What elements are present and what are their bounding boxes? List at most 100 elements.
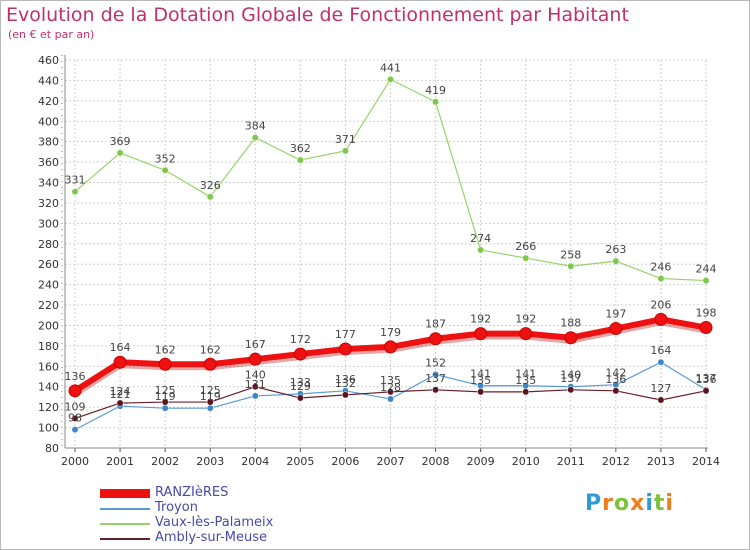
y-tick-label: 440: [38, 74, 59, 87]
data-point: [432, 371, 440, 378]
y-tick-label: 320: [38, 197, 59, 210]
x-tick-label: 2002: [151, 455, 179, 468]
data-point: [432, 386, 440, 394]
data-label: 109: [65, 400, 86, 413]
x-tick-label: 2008: [422, 455, 450, 468]
data-point: [338, 342, 352, 356]
data-label: 172: [290, 333, 311, 346]
data-point: [251, 134, 259, 142]
data-label: 125: [155, 384, 176, 397]
x-tick-label: 2000: [61, 455, 89, 468]
data-label: 132: [335, 377, 356, 390]
y-tick-label: 180: [38, 340, 59, 353]
data-label: 127: [650, 382, 671, 395]
y-tick-label: 300: [38, 217, 59, 230]
y-tick-label: 460: [38, 54, 59, 67]
data-point: [341, 147, 349, 155]
data-point: [116, 399, 124, 407]
y-tick-label: 140: [38, 381, 59, 394]
data-point: [387, 395, 394, 403]
data-label: 131: [245, 378, 266, 391]
logo-letter: r: [602, 491, 614, 516]
y-tick-label: 120: [38, 401, 59, 414]
data-point: [654, 312, 668, 326]
data-label: 419: [425, 84, 446, 97]
x-tick-label: 2004: [241, 455, 269, 468]
data-label: 135: [380, 374, 401, 387]
data-point: [699, 321, 713, 335]
y-tick-label: 80: [45, 442, 59, 455]
data-label: 179: [380, 326, 401, 339]
y-tick-label: 360: [38, 156, 59, 169]
data-label: 135: [515, 374, 536, 387]
data-point: [429, 332, 443, 346]
x-tick-label: 2003: [196, 455, 224, 468]
data-point: [702, 387, 710, 395]
data-label: 263: [605, 243, 626, 256]
data-label: 162: [155, 343, 176, 356]
y-tick-label: 280: [38, 238, 59, 251]
data-label: 119: [155, 390, 176, 403]
logo-letter: i: [665, 491, 674, 516]
legend-swatch: [100, 489, 150, 498]
data-label: 133: [290, 376, 311, 389]
y-tick-label: 160: [38, 360, 59, 373]
data-label: 136: [65, 370, 86, 383]
data-point: [293, 347, 307, 361]
logo-letter: P: [585, 491, 603, 516]
data-point: [612, 387, 620, 395]
axes: 80 100 120 140 160 180 200 220 240 260 280 300 320 34…: [38, 54, 720, 468]
data-point: [71, 188, 79, 196]
data-label: 141: [515, 368, 536, 381]
data-label: 125: [200, 384, 221, 397]
data-point: [71, 414, 79, 422]
data-point: [702, 277, 710, 284]
data-label: 141: [470, 368, 491, 381]
legend-label: Ambly-sur-Meuse: [155, 530, 268, 545]
data-point: [567, 386, 575, 394]
series-lines: [68, 75, 713, 434]
data-label: 198: [696, 307, 717, 320]
data-point: [248, 352, 262, 366]
data-point: [432, 98, 440, 106]
data-point: [158, 357, 172, 371]
data-label: 177: [335, 328, 356, 341]
data-point: [68, 384, 82, 398]
y-tick-label: 240: [38, 279, 59, 292]
data-point: [206, 193, 214, 201]
data-label: 137: [696, 372, 717, 385]
data-label: 124: [110, 385, 131, 398]
data-label: 128: [380, 381, 401, 394]
x-tick-label: 2013: [647, 455, 675, 468]
data-point: [206, 398, 214, 406]
data-point: [567, 262, 575, 270]
data-point: [612, 257, 620, 265]
data-point: [71, 426, 79, 434]
x-tick-label: 2001: [106, 455, 134, 468]
legend-label: Vaux-lès-Palameix: [155, 515, 274, 530]
data-label: 206: [650, 298, 671, 311]
data-point: [203, 357, 217, 371]
line-chart: 80 100 120 140 160 180 200 220 240 260 280 300 320 34…: [38, 54, 720, 468]
data-label: 369: [110, 135, 131, 148]
data-label: 326: [200, 179, 221, 192]
data-point: [609, 322, 623, 336]
chart-title: Evolution de la Dotation Globale de Fonc…: [6, 4, 629, 26]
data-point: [206, 404, 214, 412]
data-point: [341, 391, 349, 399]
data-label: 192: [470, 313, 491, 326]
y-tick-label: 380: [38, 136, 59, 149]
data-point: [474, 327, 488, 341]
legend-swatch: [100, 522, 150, 525]
data-point: [384, 340, 397, 354]
data-label: 140: [245, 369, 266, 382]
data-point: [657, 358, 665, 366]
y-tick-label: 420: [38, 95, 59, 108]
grid-lines: [65, 59, 708, 449]
data-point: [564, 331, 578, 345]
y-tick-label: 100: [38, 422, 59, 435]
data-label: 331: [65, 174, 86, 187]
data-label: 384: [245, 120, 266, 133]
y-tick-label: 200: [38, 319, 59, 332]
data-point: [522, 388, 530, 396]
